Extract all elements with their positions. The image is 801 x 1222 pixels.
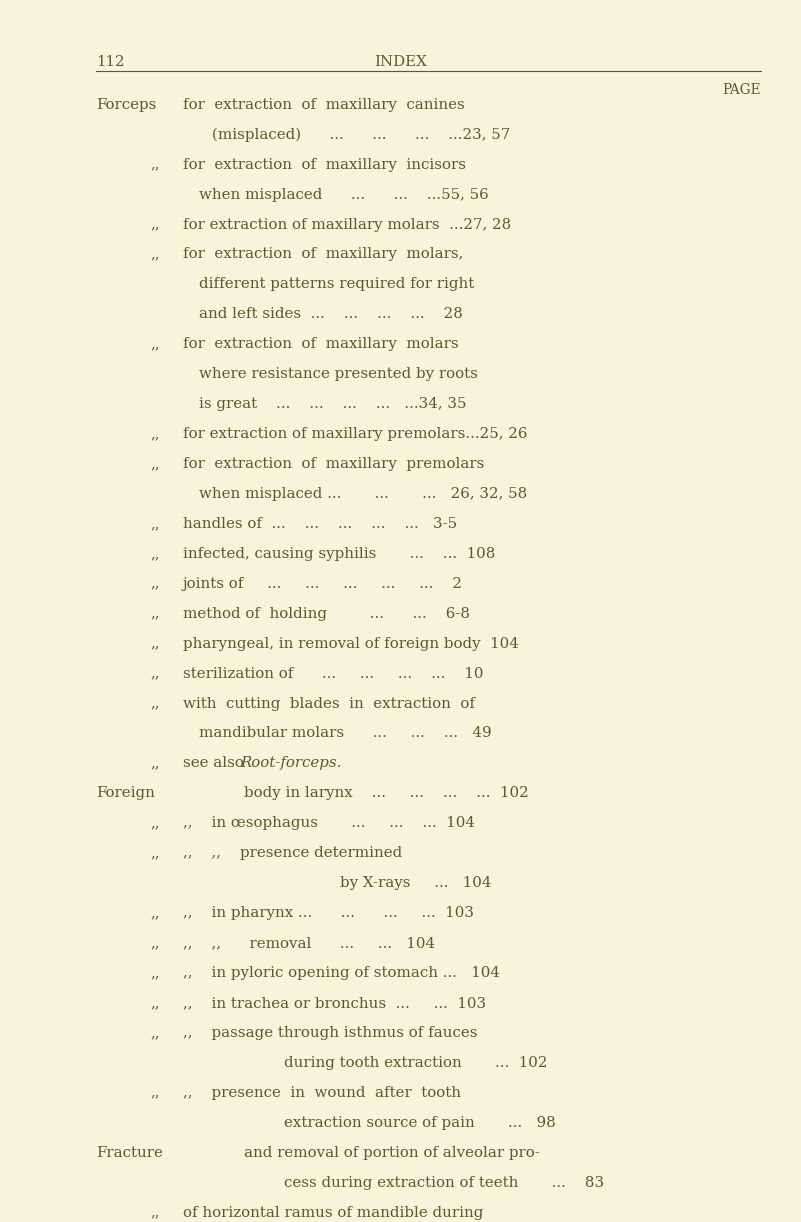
Text: ,,: ,, xyxy=(151,577,160,590)
Text: ,,: ,, xyxy=(151,697,160,710)
Text: ,,: ,, xyxy=(151,965,160,980)
Text: Forceps: Forceps xyxy=(96,98,156,111)
Text: ,,    ,,    presence determined: ,, ,, presence determined xyxy=(183,846,402,860)
Text: ,,: ,, xyxy=(151,517,160,530)
Text: ,,: ,, xyxy=(151,816,160,830)
Text: for extraction of maxillary premolars...25, 26: for extraction of maxillary premolars...… xyxy=(183,426,527,441)
Text: ,,: ,, xyxy=(151,457,160,470)
Text: ,,: ,, xyxy=(151,606,160,621)
Text: joints of     ...     ...     ...     ...     ...    2: joints of ... ... ... ... ... 2 xyxy=(183,577,463,590)
Text: ,,    in trachea or bronchus  ...     ...  103: ,, in trachea or bronchus ... ... 103 xyxy=(183,996,485,1009)
Text: and left sides  ...    ...    ...    ...    28: and left sides ... ... ... ... 28 xyxy=(199,307,462,321)
Text: body in larynx    ...     ...    ...    ...  102: body in larynx ... ... ... ... 102 xyxy=(244,786,529,800)
Text: ,,    presence  in  wound  after  tooth: ,, presence in wound after tooth xyxy=(183,1085,461,1100)
Text: sterilization of      ...     ...     ...    ...    10: sterilization of ... ... ... ... 10 xyxy=(183,666,483,681)
Text: infected, causing syphilis       ...    ...  108: infected, causing syphilis ... ... 108 xyxy=(183,546,495,561)
Text: ,,: ,, xyxy=(151,906,160,920)
Text: for  extraction  of  maxillary  incisors: for extraction of maxillary incisors xyxy=(183,158,465,171)
Text: for  extraction  of  maxillary  premolars: for extraction of maxillary premolars xyxy=(183,457,484,470)
Text: during tooth extraction       ...  102: during tooth extraction ... 102 xyxy=(284,1056,548,1069)
Text: when misplaced ...       ...       ...   26, 32, 58: when misplaced ... ... ... 26, 32, 58 xyxy=(199,486,527,501)
Text: INDEX: INDEX xyxy=(374,55,427,68)
Text: by X-rays     ...   104: by X-rays ... 104 xyxy=(340,876,492,890)
Text: ,,: ,, xyxy=(151,546,160,561)
Text: method of  holding         ...      ...    6-8: method of holding ... ... 6-8 xyxy=(183,606,469,621)
Text: handles of  ...    ...    ...    ...    ...   3-5: handles of ... ... ... ... ... 3-5 xyxy=(183,517,457,530)
Text: Foreign: Foreign xyxy=(96,786,155,800)
Text: ,,: ,, xyxy=(151,247,160,262)
Text: ,,: ,, xyxy=(151,1205,160,1220)
Text: ,,: ,, xyxy=(151,666,160,681)
Text: ,,    in œsophagus       ...     ...    ...  104: ,, in œsophagus ... ... ... 104 xyxy=(183,816,475,830)
Text: mandibular molars      ...     ...    ...   49: mandibular molars ... ... ... 49 xyxy=(199,726,491,741)
Text: ,,: ,, xyxy=(151,337,160,351)
Text: ,,: ,, xyxy=(151,637,160,650)
Text: cess during extraction of teeth       ...    83: cess during extraction of teeth ... 83 xyxy=(284,1176,605,1189)
Text: PAGE: PAGE xyxy=(723,83,761,97)
Text: ,,: ,, xyxy=(151,158,160,171)
Text: with  cutting  blades  in  extraction  of: with cutting blades in extraction of xyxy=(183,697,475,710)
Text: ,,: ,, xyxy=(151,426,160,441)
Text: ,,: ,, xyxy=(151,1085,160,1100)
Text: ,,: ,, xyxy=(151,1025,160,1040)
Text: where resistance presented by roots: where resistance presented by roots xyxy=(199,367,477,381)
Text: (misplaced)      ...      ...      ...    ...23, 57: (misplaced) ... ... ... ...23, 57 xyxy=(212,127,510,142)
Text: 112: 112 xyxy=(96,55,125,68)
Text: ,,    in pyloric opening of stomach ...   104: ,, in pyloric opening of stomach ... 104 xyxy=(183,965,500,980)
Text: when misplaced      ...      ...    ...55, 56: when misplaced ... ... ...55, 56 xyxy=(199,187,489,202)
Text: ,,: ,, xyxy=(151,936,160,949)
Text: is great    ...    ...    ...    ...   ...34, 35: is great ... ... ... ... ...34, 35 xyxy=(199,397,466,411)
Text: Fracture: Fracture xyxy=(96,1145,163,1160)
Text: different patterns required for right: different patterns required for right xyxy=(199,277,474,291)
Text: for  extraction  of  maxillary  molars,: for extraction of maxillary molars, xyxy=(183,247,463,262)
Text: ,,: ,, xyxy=(151,756,160,770)
Text: ,,: ,, xyxy=(151,218,160,231)
Text: for extraction of maxillary molars  ...27, 28: for extraction of maxillary molars ...27… xyxy=(183,218,511,231)
Text: ,,    ,,      removal      ...     ...   104: ,, ,, removal ... ... 104 xyxy=(183,936,435,949)
Text: pharyngeal, in removal of foreign body  104: pharyngeal, in removal of foreign body 1… xyxy=(183,637,518,650)
Text: see also: see also xyxy=(183,756,248,770)
Text: extraction source of pain       ...   98: extraction source of pain ... 98 xyxy=(284,1116,556,1129)
Text: ,,    passage through isthmus of fauces: ,, passage through isthmus of fauces xyxy=(183,1025,477,1040)
Text: of horizontal ramus of mandible during: of horizontal ramus of mandible during xyxy=(183,1205,483,1220)
Text: ,,: ,, xyxy=(151,996,160,1009)
Text: and removal of portion of alveolar pro-: and removal of portion of alveolar pro- xyxy=(244,1145,540,1160)
Text: for  extraction  of  maxillary  molars: for extraction of maxillary molars xyxy=(183,337,458,351)
Text: Root-forceps.: Root-forceps. xyxy=(240,756,342,770)
Text: ,,: ,, xyxy=(151,846,160,860)
Text: for  extraction  of  maxillary  canines: for extraction of maxillary canines xyxy=(183,98,465,111)
Text: ,,    in pharynx ...      ...      ...     ...  103: ,, in pharynx ... ... ... ... 103 xyxy=(183,906,473,920)
